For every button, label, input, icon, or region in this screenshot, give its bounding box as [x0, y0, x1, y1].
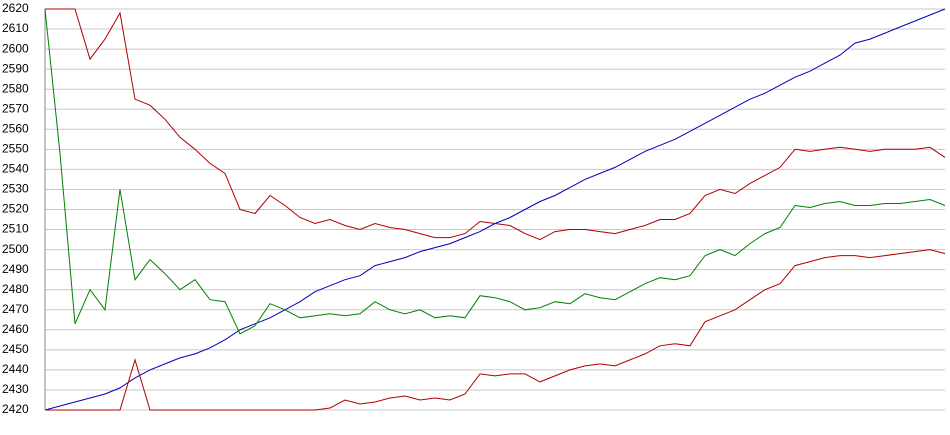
y-tick-label: 2440 [2, 362, 29, 376]
y-tick-label: 2540 [2, 162, 29, 176]
y-tick-label: 2490 [2, 262, 29, 276]
y-tick-label: 2610 [2, 21, 29, 35]
y-tick-label: 2520 [2, 202, 29, 216]
y-tick-label: 2470 [2, 302, 29, 316]
series-line [45, 8, 946, 241]
y-tick-label: 2450 [2, 342, 29, 356]
y-tick-label: 2600 [2, 41, 29, 55]
y-tick-label: 2560 [2, 121, 29, 135]
y-tick-label: 2620 [2, 1, 29, 15]
series-line [45, 249, 946, 411]
y-tick-label: 2460 [2, 322, 29, 336]
y-tick-label: 2500 [2, 242, 29, 256]
y-tick-label: 2550 [2, 142, 29, 156]
series-line [44, 8, 946, 335]
y-tick-label: 2590 [2, 61, 29, 75]
y-tick-label: 2480 [2, 282, 29, 296]
y-tick-label: 2530 [2, 182, 29, 196]
y-tick-label: 2420 [2, 402, 29, 416]
y-tick-label: 2570 [2, 101, 29, 115]
y-tick-label: 2510 [2, 222, 29, 236]
y-tick-label: 2580 [2, 81, 29, 95]
y-tick-label: 2430 [2, 382, 29, 396]
